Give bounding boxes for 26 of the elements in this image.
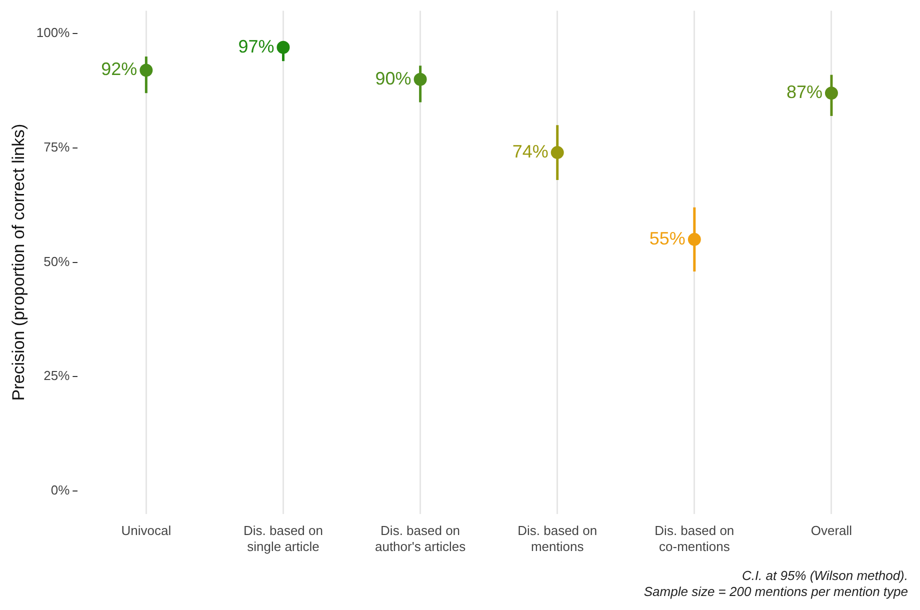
- point: [414, 72, 427, 86]
- x-tick-label: Dis. based on co-mentions: [654, 523, 734, 554]
- text: C.I. at 95% (Wilson method).: [740, 568, 908, 584]
- data-label: 87%: [786, 82, 822, 102]
- y-tick-label: 25%: [44, 368, 70, 384]
- x-tick-label: Univocal: [121, 523, 172, 538]
- text: Sample size = 200 mentions per mention type: [644, 584, 908, 600]
- data-label: 97%: [238, 36, 274, 56]
- data-label: 74%: [512, 142, 548, 162]
- point: [688, 232, 701, 246]
- point: [824, 86, 838, 100]
- y-tick-label: 100%: [36, 25, 70, 40]
- data-label: 55%: [649, 228, 686, 248]
- data-label: 92%: [101, 59, 138, 80]
- point: [276, 40, 290, 54]
- x-tick-label: Dis. based on mentions: [518, 523, 598, 554]
- x-tick-label: Dis. based on author's articles: [374, 523, 466, 554]
- x-tick-label: Overall: [810, 523, 852, 538]
- x-tick-label: Dis. based on single article: [243, 523, 323, 554]
- point: [550, 146, 564, 160]
- y-tick-label: 75%: [44, 140, 70, 155]
- y-tick-label: 50%: [44, 254, 70, 269]
- y-axis-title: Precision (proportion of correct links): [8, 124, 28, 401]
- point: [140, 64, 153, 77]
- data-label: 90%: [375, 68, 412, 88]
- y-tick-label: 0%: [50, 482, 70, 498]
